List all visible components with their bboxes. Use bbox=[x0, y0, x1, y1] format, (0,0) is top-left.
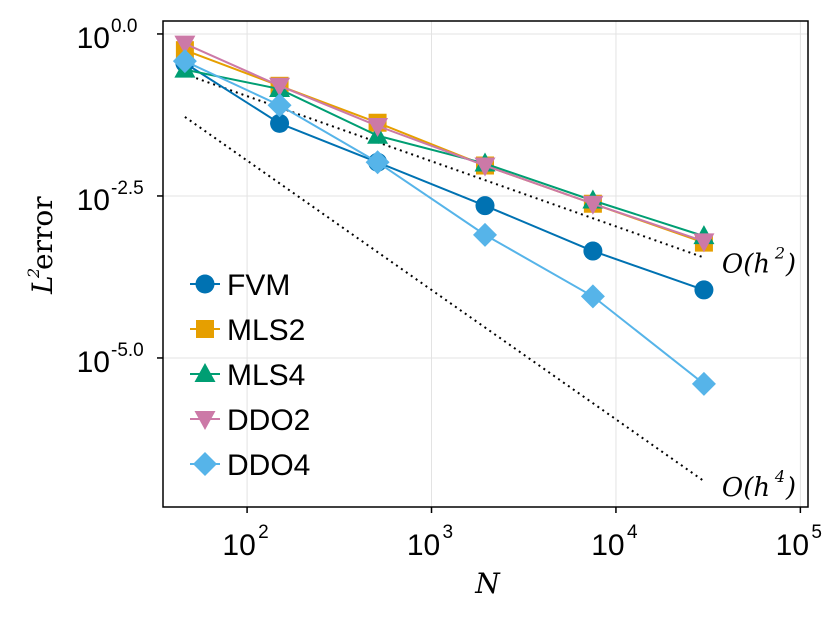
reference-label-close: ) bbox=[785, 473, 796, 503]
x-tick-exponent: 2 bbox=[258, 522, 269, 543]
legend-item-ddo4: DDO4 bbox=[190, 449, 310, 482]
legend-item-mls4: MLS4 bbox=[190, 359, 305, 392]
series-line-ddo2 bbox=[184, 42, 705, 243]
series-line-ddo4 bbox=[184, 60, 705, 385]
legend-marker bbox=[196, 320, 214, 338]
y-tick-label: 10 -2.5 bbox=[77, 178, 144, 217]
y-axis-title-rest: error bbox=[26, 196, 59, 270]
data-point-ddo4 bbox=[580, 284, 605, 309]
reference-label-order-2: O(h 2) bbox=[722, 244, 796, 280]
series-line-fvm bbox=[184, 62, 705, 291]
data-series bbox=[172, 35, 716, 396]
reference-labels: O(h 2)O(h 4) bbox=[722, 244, 796, 504]
reference-label-exponent: 2 bbox=[774, 244, 785, 263]
axis-ticks: 10 2 10 3 10 4 10 510 0.010 -2.510 -5.0 bbox=[77, 16, 822, 562]
series-line-mls4 bbox=[184, 68, 705, 238]
legend: FVM MLS2 MLS4 DDO2 DDO4 bbox=[190, 269, 310, 482]
data-point-ddo4 bbox=[365, 150, 390, 175]
legend-label: DDO2 bbox=[227, 404, 310, 437]
x-tick-exponent: 3 bbox=[443, 522, 454, 543]
reference-line-order-4 bbox=[184, 116, 705, 482]
grid-lines bbox=[163, 21, 808, 507]
y-axis-title-exponent: 2 bbox=[24, 268, 43, 279]
data-point-ddo2 bbox=[474, 157, 496, 177]
data-point-ddo4 bbox=[172, 49, 197, 74]
legend-marker bbox=[195, 274, 215, 294]
data-point-fvm bbox=[583, 241, 603, 261]
series-fvm bbox=[175, 53, 714, 300]
legend-label: FVM bbox=[227, 269, 290, 302]
data-point-ddo2 bbox=[269, 77, 291, 97]
y-tick-label: 10 -5.0 bbox=[77, 340, 144, 379]
y-tick-exponent: -2.5 bbox=[111, 178, 144, 199]
reference-label-close: ) bbox=[785, 250, 796, 280]
data-point-ddo4 bbox=[473, 222, 498, 247]
legend-marker bbox=[193, 452, 217, 476]
reference-label-text: O(h bbox=[722, 250, 770, 280]
data-point-ddo2 bbox=[174, 35, 196, 55]
x-tick-exponent: 4 bbox=[627, 522, 638, 543]
reference-label-text: O(h bbox=[722, 473, 770, 503]
y-axis-title: L2 error bbox=[24, 196, 59, 295]
data-point-ddo2 bbox=[367, 117, 389, 137]
y-tick-base: 10 bbox=[77, 346, 110, 379]
reference-line-order-2 bbox=[184, 73, 705, 259]
x-tick-label: 10 bbox=[222, 529, 255, 562]
y-tick-base: 10 bbox=[77, 184, 110, 217]
axis-titles: NL2 error bbox=[24, 196, 501, 600]
x-tick-exponent: 5 bbox=[811, 522, 822, 543]
plot-frame bbox=[162, 20, 809, 508]
series-ddo2 bbox=[174, 35, 715, 253]
y-tick-exponent: -5.0 bbox=[111, 340, 144, 361]
legend-marker bbox=[194, 363, 216, 382]
data-point-fvm bbox=[270, 113, 290, 133]
data-point-ddo4 bbox=[691, 371, 716, 396]
y-axis-title-base: L bbox=[26, 275, 59, 295]
legend-item-fvm: FVM bbox=[190, 269, 290, 302]
legend-item-mls2: MLS2 bbox=[190, 314, 305, 347]
data-point-fvm bbox=[694, 280, 714, 300]
y-tick-base: 10 bbox=[77, 22, 110, 55]
series-ddo4 bbox=[172, 49, 716, 396]
y-tick-label: 10 0.0 bbox=[77, 16, 138, 55]
x-axis-title: N bbox=[474, 567, 501, 600]
data-point-ddo4 bbox=[267, 93, 292, 118]
data-point-fvm bbox=[475, 196, 495, 216]
data-point-ddo2 bbox=[693, 233, 715, 253]
series-mls2 bbox=[175, 41, 713, 252]
x-tick-label: 10 bbox=[407, 529, 440, 562]
legend-label: MLS2 bbox=[227, 314, 305, 347]
reference-label-order-4: O(h 4) bbox=[722, 467, 796, 503]
x-tick-label: 10 bbox=[776, 529, 809, 562]
y-tick-exponent: 0.0 bbox=[111, 16, 137, 37]
x-tick-label: 10 bbox=[591, 529, 624, 562]
legend-marker bbox=[194, 411, 216, 430]
legend-item-ddo2: DDO2 bbox=[190, 404, 310, 437]
legend-label: DDO4 bbox=[227, 449, 310, 482]
data-point-ddo2 bbox=[582, 195, 604, 215]
legend-label: MLS4 bbox=[227, 359, 305, 392]
reference-label-exponent: 4 bbox=[774, 467, 785, 486]
